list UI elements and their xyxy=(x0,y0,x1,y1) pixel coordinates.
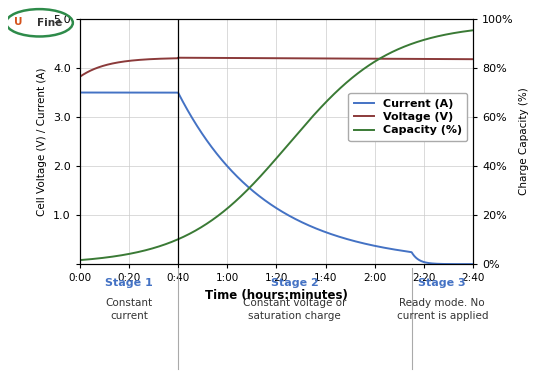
Y-axis label: Cell Voltage (V) / Current (A): Cell Voltage (V) / Current (A) xyxy=(37,67,47,216)
X-axis label: Time (hours:minutes): Time (hours:minutes) xyxy=(205,289,348,302)
Text: Stage 1: Stage 1 xyxy=(105,278,153,288)
Text: U: U xyxy=(14,17,23,27)
Legend: Current (A), Voltage (V), Capacity (%): Current (A), Voltage (V), Capacity (%) xyxy=(348,93,467,141)
Text: Constant
current: Constant current xyxy=(106,298,152,321)
Text: Fine: Fine xyxy=(37,18,63,28)
Text: Ready mode. No
current is applied: Ready mode. No current is applied xyxy=(397,298,488,321)
Text: Stage 3: Stage 3 xyxy=(419,278,466,288)
Text: Constant voltage or
saturation charge: Constant voltage or saturation charge xyxy=(243,298,346,321)
Text: Stage 2: Stage 2 xyxy=(271,278,318,288)
Y-axis label: Charge Capacity (%): Charge Capacity (%) xyxy=(519,88,529,195)
